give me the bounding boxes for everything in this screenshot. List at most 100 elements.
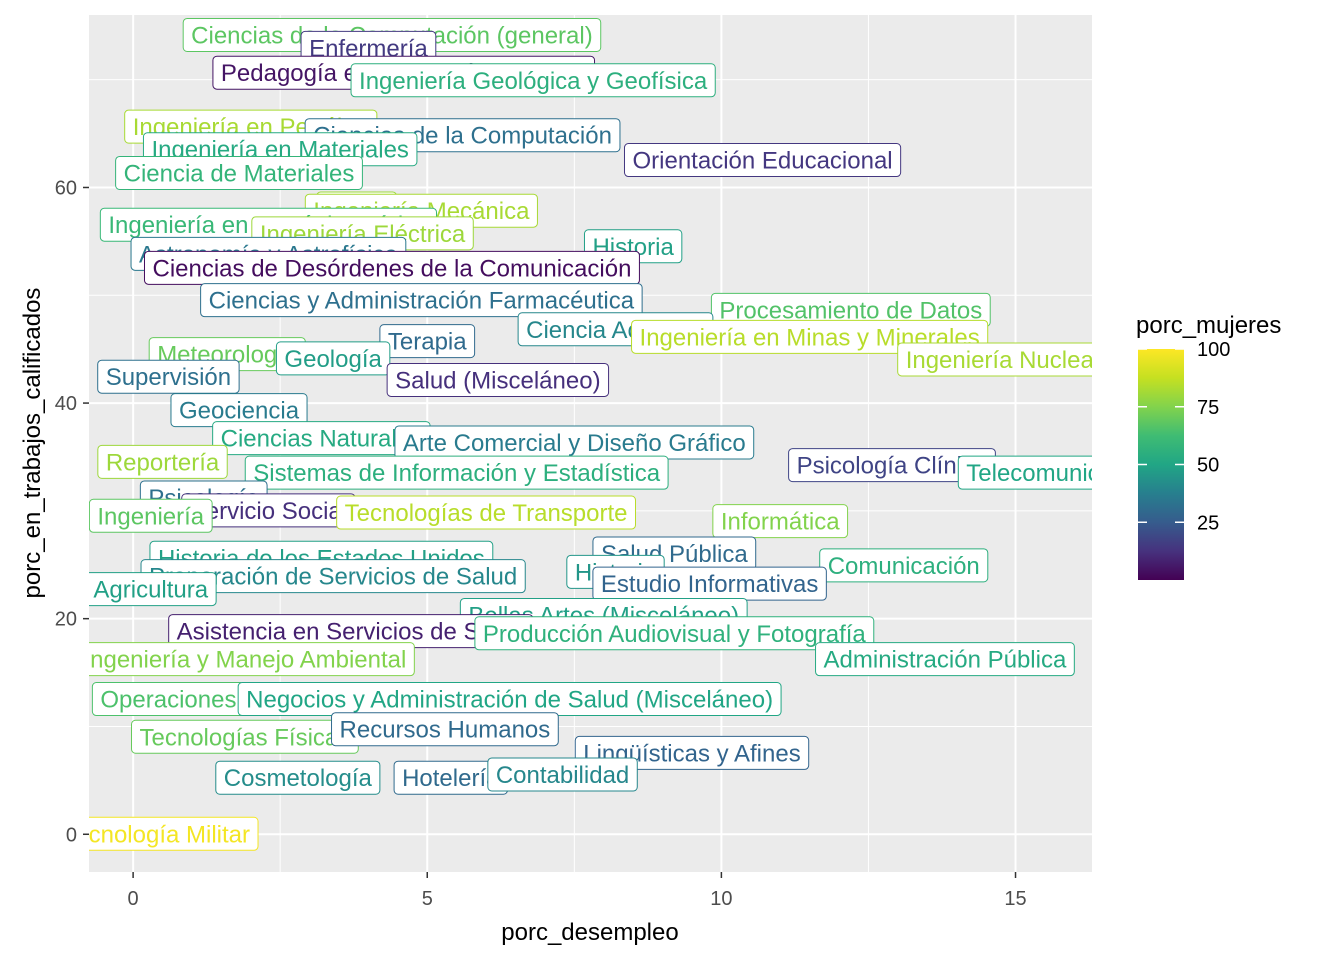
data-label-text: Operaciones xyxy=(100,687,236,714)
data-label: Ciencias y Administración Farmacéutica xyxy=(200,283,643,318)
data-label-box xyxy=(89,642,415,677)
data-label: Ingeniería y Manejo Ambiental xyxy=(83,642,415,677)
data-label: Contabilidad xyxy=(487,757,638,792)
data-label: Ciencia de Materiales xyxy=(115,155,363,190)
data-label-box xyxy=(336,495,637,530)
data-label-text: Administración Pública xyxy=(824,647,1067,674)
data-label: Agricultura xyxy=(89,572,217,607)
data-label-box xyxy=(474,616,875,651)
data-label-box xyxy=(244,455,669,490)
data-label-text: Arte Comercial y Diseño Gráfico xyxy=(403,430,746,457)
data-label-text: Producción Audiovisual y Fotografía xyxy=(483,621,867,648)
data-label-box xyxy=(487,757,638,792)
data-label-text: Ciencias de Desórdenes de la Comunicació… xyxy=(152,255,631,282)
data-label-text: Estudio Informativas xyxy=(601,571,818,598)
data-label: Orientación Educacional xyxy=(623,143,902,178)
y-tick-label: 20 xyxy=(55,609,77,631)
data-label-text: Comunicación xyxy=(828,553,980,580)
data-label: Telecomunicaciones xyxy=(957,455,1182,490)
y-axis: 0 20 40 60 xyxy=(55,177,89,846)
legend: porc_mujeres 25 50 75 100 xyxy=(1136,312,1281,580)
data-label-text: Sistemas de Información y Estadística xyxy=(253,460,660,487)
data-label: Informática xyxy=(712,504,849,539)
legend-tick-label: 50 xyxy=(1197,455,1219,477)
y-axis-title: porc_en_trabajos_calificados xyxy=(19,288,46,599)
data-label-text: Tecnología Militar xyxy=(63,821,250,848)
data-label: Geología xyxy=(275,341,391,376)
data-label-text: Informática xyxy=(721,509,840,536)
data-label: Sistemas de Información y Estadística xyxy=(244,455,669,490)
data-label: Administración Pública xyxy=(815,642,1075,677)
legend-tick-label: 25 xyxy=(1197,512,1219,534)
data-label-text: Servicio Social xyxy=(190,498,347,525)
data-label-box xyxy=(623,143,902,178)
data-label-text: Ingeniería Geológica y Geofísica xyxy=(359,68,708,95)
data-label-text: Ingeniería y Manejo Ambiental xyxy=(83,647,406,674)
data-label: Reportería xyxy=(97,444,228,479)
data-label-text: Ciencias y Administración Farmacéutica xyxy=(209,288,635,315)
data-label: Tecnologías de Transporte xyxy=(336,495,637,530)
data-label: Negocios y Administración de Salud (Misc… xyxy=(237,682,782,717)
data-label: Hotelería xyxy=(393,760,508,795)
data-label-box xyxy=(957,455,1092,490)
data-label-box xyxy=(275,341,391,376)
data-label: Operaciones xyxy=(91,682,245,717)
data-label: Ciencias de Desórdenes de la Comunicació… xyxy=(143,250,640,285)
data-label-text: Geociencia xyxy=(179,398,300,425)
data-label-text: Cosmetología xyxy=(224,765,373,792)
legend-tick-label: 100 xyxy=(1197,339,1230,361)
data-label: Salud (Misceláneo) xyxy=(386,362,610,397)
data-label: Geociencia xyxy=(170,393,308,428)
data-label-box xyxy=(712,504,849,539)
data-label-box xyxy=(331,712,559,747)
x-tick-label: 15 xyxy=(1004,888,1026,910)
data-label-box xyxy=(97,444,228,479)
data-label-text: Tecnologías de Transporte xyxy=(345,500,628,527)
data-label-text: Ciencia de Materiales xyxy=(124,160,355,187)
data-label: Asistencia en Servicios de Salud xyxy=(168,614,534,649)
y-tick-label: 40 xyxy=(55,393,77,415)
data-label-box xyxy=(379,324,476,359)
data-label: Arte Comercial y Diseño Gráfico xyxy=(394,425,755,460)
data-label-text: Reportería xyxy=(106,449,220,476)
data-label: Salud Pública xyxy=(592,536,757,571)
data-label: Comunicación xyxy=(819,548,989,583)
x-tick-label: 0 xyxy=(128,888,139,910)
data-label: Ingeniería xyxy=(89,498,213,533)
data-label: Ingeniería Geológica y Geofísica xyxy=(350,63,716,98)
data-label-text: Contabilidad xyxy=(496,762,629,789)
x-tick-label: 10 xyxy=(710,888,732,910)
data-label: Psicología Clínica xyxy=(788,448,996,483)
data-label-box xyxy=(897,342,1092,377)
data-label: Terapia xyxy=(379,324,476,359)
data-label: Servicio Social xyxy=(181,493,356,528)
data-label: Supervisión xyxy=(97,359,240,394)
data-label-text: Ingeniería Nuclear xyxy=(906,347,1102,374)
data-label-text: Tecnologías Físicas xyxy=(140,724,351,751)
data-label-box xyxy=(386,362,610,397)
data-label-text: Orientación Educacional xyxy=(632,148,892,175)
y-tick-label: 0 xyxy=(66,824,77,846)
data-labels-layer: Ciencias de la Computación (general)Enfe… xyxy=(63,17,1182,851)
data-label-box xyxy=(200,283,643,318)
data-label-text: Telecomunicaciones xyxy=(966,460,1182,487)
data-label-text: Hotelería xyxy=(402,765,500,792)
x-tick-label: 5 xyxy=(422,888,433,910)
data-label-text: Geología xyxy=(284,346,382,373)
data-label: Estudio Informativas xyxy=(592,566,827,601)
data-label-box xyxy=(815,642,1075,677)
data-label: Cosmetología xyxy=(215,760,381,795)
legend-ticks: 25 50 75 100 xyxy=(1138,339,1230,534)
data-label-text: Negocios y Administración de Salud (Misc… xyxy=(246,687,773,714)
data-label-box xyxy=(97,359,240,394)
data-label-box xyxy=(350,63,716,98)
data-label: Ciencias Naturales xyxy=(212,421,431,456)
data-label-text: Supervisión xyxy=(106,364,231,391)
data-label-text: Asistencia en Servicios de Salud xyxy=(177,619,525,646)
data-label: Recursos Humanos xyxy=(331,712,559,747)
data-label-box xyxy=(89,816,259,851)
x-axis: 0 5 10 15 xyxy=(128,872,1027,910)
data-label-text: Salud (Misceláneo) xyxy=(395,367,600,394)
data-label-text: Recursos Humanos xyxy=(340,717,551,744)
